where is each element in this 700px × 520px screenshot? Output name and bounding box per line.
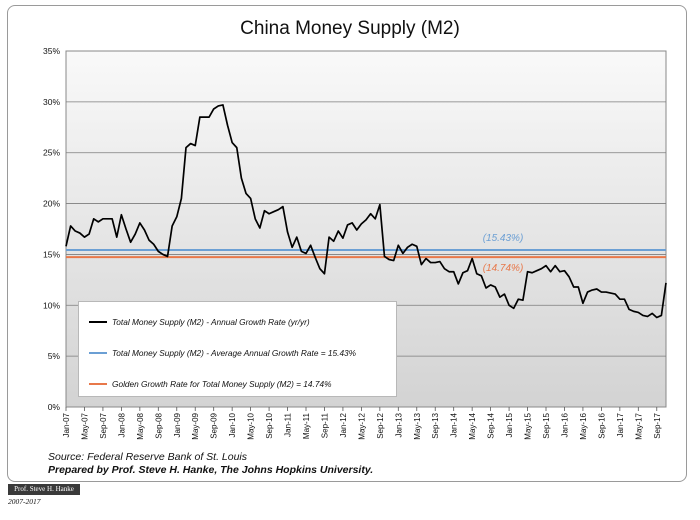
y-tick-label: 5% <box>48 351 61 361</box>
x-tick-label: May-09 <box>191 412 200 439</box>
x-tick-label: Sep-07 <box>99 412 108 438</box>
years-caption: 2007-2017 <box>8 497 41 506</box>
y-tick-label: 20% <box>43 199 60 209</box>
x-tick-label: Sep-08 <box>154 412 163 438</box>
x-tick-label: Jan-15 <box>505 412 514 437</box>
x-tick-label: Jan-09 <box>173 412 182 437</box>
x-tick-label: Jan-10 <box>228 412 237 437</box>
legend-label-average-rate: Total Money Supply (M2) - Average Annual… <box>112 348 357 358</box>
x-tick-label: May-08 <box>136 412 145 439</box>
x-tick-label: Jan-17 <box>616 412 625 437</box>
x-tick-label: Sep-15 <box>542 412 551 438</box>
x-tick-label: May-10 <box>247 412 256 439</box>
x-tick-label: Sep-14 <box>487 412 496 438</box>
x-tick-label: May-14 <box>468 412 477 439</box>
annual-growth-series-line <box>65 104 667 319</box>
y-tick-label: 30% <box>43 97 60 107</box>
x-tick-label: Sep-17 <box>653 412 662 438</box>
y-tick-label: 35% <box>43 46 60 56</box>
x-tick-label: May-16 <box>579 412 588 439</box>
x-tick-label: Jan-07 <box>62 412 71 437</box>
average-rate-label: (15.43%) <box>483 233 524 244</box>
x-tick-label: Jan-11 <box>284 412 293 436</box>
y-tick-label: 0% <box>48 402 61 412</box>
x-tick-label: Sep-12 <box>376 412 385 438</box>
y-tick-label: 15% <box>43 249 60 259</box>
x-tick-label: Sep-11 <box>320 412 329 438</box>
source-note: Source: Federal Reserve Bank of St. Loui… <box>48 451 248 463</box>
x-tick-label: Jan-14 <box>450 412 459 437</box>
legend-swatch-annual-growth <box>89 321 107 323</box>
x-tick-label: Jan-13 <box>394 412 403 437</box>
chart-title: China Money Supply (M2) <box>240 18 460 39</box>
legend-swatch-average-rate <box>89 352 107 354</box>
x-tick-label: Sep-09 <box>210 412 219 438</box>
y-tick-label: 25% <box>43 148 60 158</box>
x-tick-label: Jan-08 <box>117 412 126 437</box>
legend-label-annual-growth: Total Money Supply (M2) - Annual Growth … <box>112 317 310 327</box>
legend-item-golden-rate: Golden Growth Rate for Total Money Suppl… <box>89 377 331 391</box>
x-tick-label: May-15 <box>524 412 533 439</box>
legend: Total Money Supply (M2) - Annual Growth … <box>78 301 397 397</box>
legend-swatch-golden-rate <box>89 383 107 385</box>
golden-rate-label: (14.74%) <box>483 263 524 274</box>
x-tick-label: May-07 <box>80 412 89 439</box>
prepared-by-note: Prepared by Prof. Steve H. Hanke, The Jo… <box>48 464 374 476</box>
x-tick-label: May-13 <box>413 412 422 439</box>
x-tick-label: Jan-12 <box>339 412 348 437</box>
x-tick-label: Sep-16 <box>597 412 606 438</box>
legend-item-average-rate: Total Money Supply (M2) - Average Annual… <box>89 346 356 360</box>
x-tick-label: May-12 <box>357 412 366 439</box>
legend-label-golden-rate: Golden Growth Rate for Total Money Suppl… <box>112 379 332 389</box>
legend-item-annual-growth: Total Money Supply (M2) - Annual Growth … <box>89 315 310 329</box>
x-tick-label: May-11 <box>302 412 311 439</box>
x-tick-label: Jan-16 <box>560 412 569 437</box>
x-tick-label: Sep-10 <box>265 412 274 438</box>
author-badge: Prof. Steve H. Hanke <box>8 484 80 495</box>
x-tick-label: May-17 <box>634 412 643 439</box>
y-tick-label: 10% <box>43 300 60 310</box>
x-tick-label: Sep-13 <box>431 412 440 438</box>
